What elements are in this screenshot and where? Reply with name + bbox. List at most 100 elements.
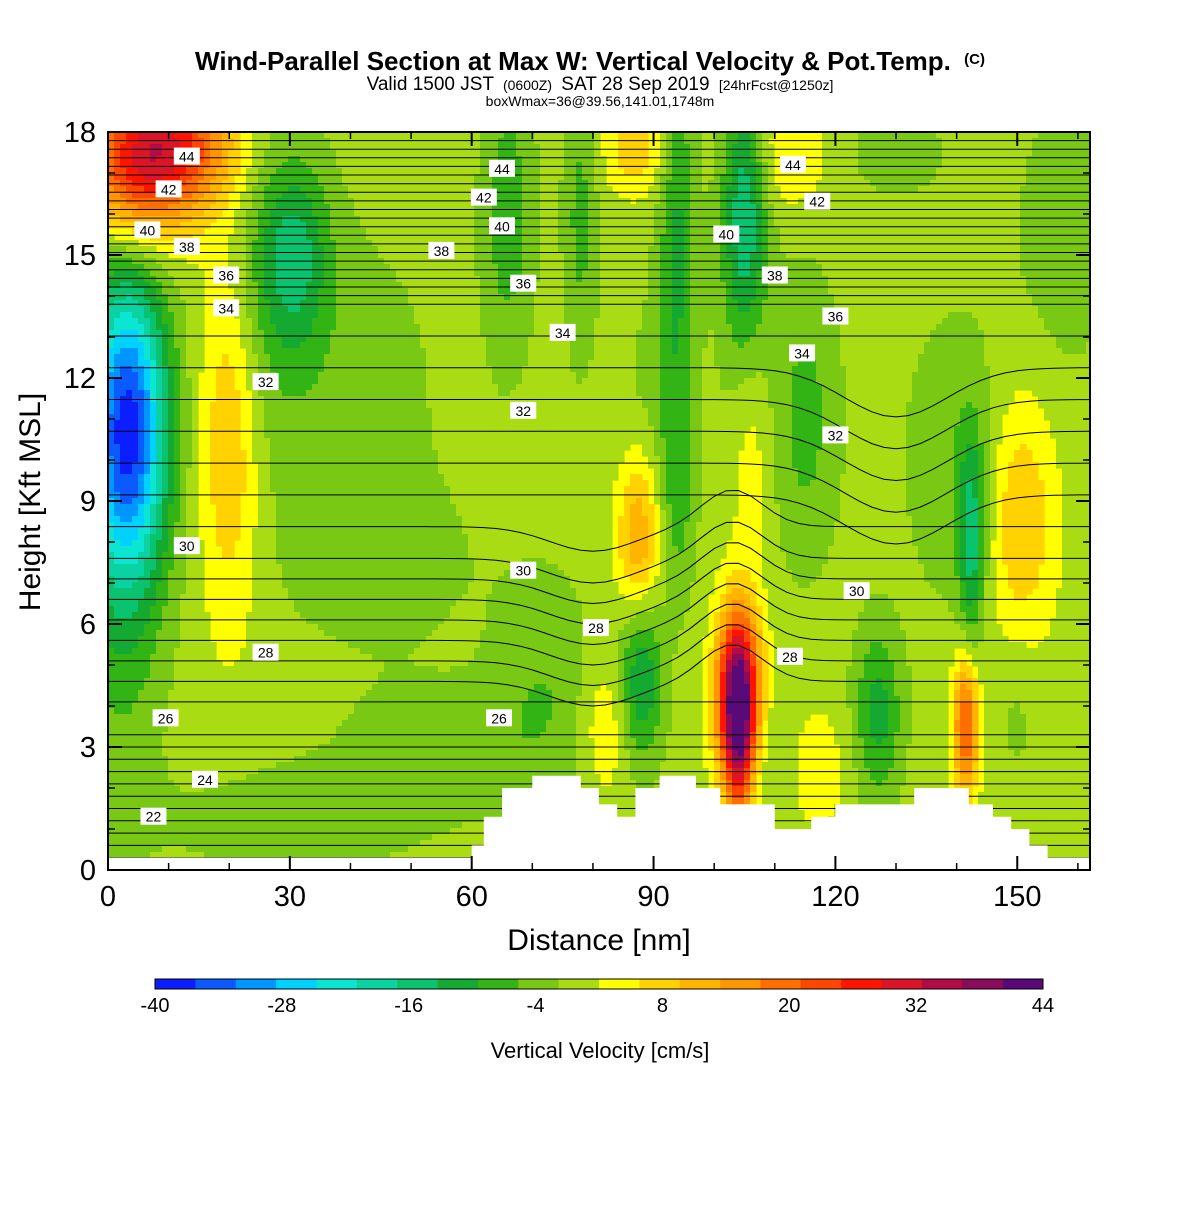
velocity-cell: [474, 150, 481, 157]
velocity-cell: [414, 168, 421, 175]
velocity-cell: [900, 138, 907, 145]
velocity-cell: [738, 318, 745, 325]
velocity-cell: [912, 186, 919, 193]
velocity-cell: [732, 246, 739, 253]
velocity-cell: [876, 138, 883, 145]
velocity-cell: [318, 306, 325, 313]
velocity-cell: [234, 210, 241, 217]
velocity-cell: [114, 138, 121, 145]
velocity-cell: [306, 132, 313, 139]
velocity-cell: [480, 288, 487, 295]
velocity-cell: [852, 156, 859, 163]
velocity-cell: [960, 174, 967, 181]
velocity-cell: [498, 306, 505, 313]
velocity-cell: [960, 312, 967, 319]
velocity-cell: [168, 294, 175, 301]
velocity-cell: [906, 318, 913, 325]
velocity-cell: [1080, 300, 1087, 307]
velocity-cell: [1014, 234, 1021, 241]
velocity-cell: [474, 168, 481, 175]
velocity-cell: [450, 282, 457, 289]
velocity-cell: [636, 276, 643, 283]
velocity-cell: [300, 174, 307, 181]
velocity-cell: [282, 222, 289, 229]
velocity-cell: [846, 204, 853, 211]
velocity-cell: [450, 222, 457, 229]
velocity-cell: [504, 210, 511, 217]
velocity-cell: [942, 288, 949, 295]
velocity-cell: [624, 312, 631, 319]
velocity-cell: [282, 276, 289, 283]
velocity-cell: [360, 270, 367, 277]
velocity-cell: [636, 204, 643, 211]
velocity-cell: [186, 144, 193, 151]
velocity-cell: [582, 300, 589, 307]
velocity-cell: [462, 300, 469, 307]
velocity-cell: [318, 210, 325, 217]
velocity-cell: [120, 240, 127, 247]
velocity-cell: [930, 300, 937, 307]
velocity-cell: [150, 270, 157, 277]
velocity-cell: [240, 294, 247, 301]
velocity-cell: [564, 168, 571, 175]
velocity-cell: [408, 150, 415, 157]
velocity-cell: [870, 132, 877, 139]
velocity-cell: [156, 318, 163, 325]
velocity-cell: [180, 186, 187, 193]
velocity-cell: [768, 156, 775, 163]
velocity-cell: [426, 234, 433, 241]
velocity-cell: [384, 216, 391, 223]
velocity-cell: [1026, 186, 1033, 193]
velocity-cell: [864, 282, 871, 289]
velocity-cell: [378, 156, 385, 163]
velocity-cell: [630, 318, 637, 325]
velocity-cell: [456, 312, 463, 319]
velocity-cell: [576, 276, 583, 283]
velocity-cell: [216, 192, 223, 199]
velocity-cell: [1002, 144, 1009, 151]
velocity-cell: [726, 144, 733, 151]
velocity-cell: [234, 240, 241, 247]
velocity-cell: [810, 252, 817, 259]
velocity-cell: [114, 192, 121, 199]
velocity-cell: [156, 174, 163, 181]
velocity-cell: [276, 312, 283, 319]
velocity-cell: [534, 186, 541, 193]
velocity-cell: [336, 270, 343, 277]
velocity-cell: [492, 156, 499, 163]
velocity-cell: [822, 138, 829, 145]
velocity-cell: [522, 132, 529, 139]
velocity-cell: [660, 192, 667, 199]
velocity-cell: [600, 300, 607, 307]
velocity-cell: [354, 156, 361, 163]
velocity-cell: [456, 240, 463, 247]
velocity-cell: [1062, 282, 1069, 289]
velocity-cell: [396, 300, 403, 307]
velocity-cell: [1026, 234, 1033, 241]
velocity-cell: [654, 234, 661, 241]
velocity-cell: [144, 246, 151, 253]
velocity-cell: [954, 282, 961, 289]
velocity-cell: [432, 294, 439, 301]
velocity-cell: [708, 240, 715, 247]
velocity-cell: [984, 222, 991, 229]
velocity-cell: [702, 156, 709, 163]
velocity-cell: [996, 228, 1003, 235]
velocity-cell: [750, 204, 757, 211]
velocity-cell: [264, 246, 271, 253]
velocity-cell: [180, 264, 187, 271]
velocity-cell: [732, 222, 739, 229]
velocity-cell: [444, 132, 451, 139]
velocity-cell: [156, 162, 163, 169]
velocity-cell: [258, 168, 265, 175]
velocity-cell: [876, 288, 883, 295]
velocity-cell: [594, 132, 601, 139]
velocity-cell: [690, 132, 697, 139]
velocity-cell: [456, 300, 463, 307]
velocity-cell: [246, 300, 253, 307]
velocity-cell: [696, 276, 703, 283]
velocity-cell: [372, 204, 379, 211]
velocity-cell: [948, 318, 955, 325]
velocity-cell: [276, 306, 283, 313]
velocity-cell: [264, 174, 271, 181]
